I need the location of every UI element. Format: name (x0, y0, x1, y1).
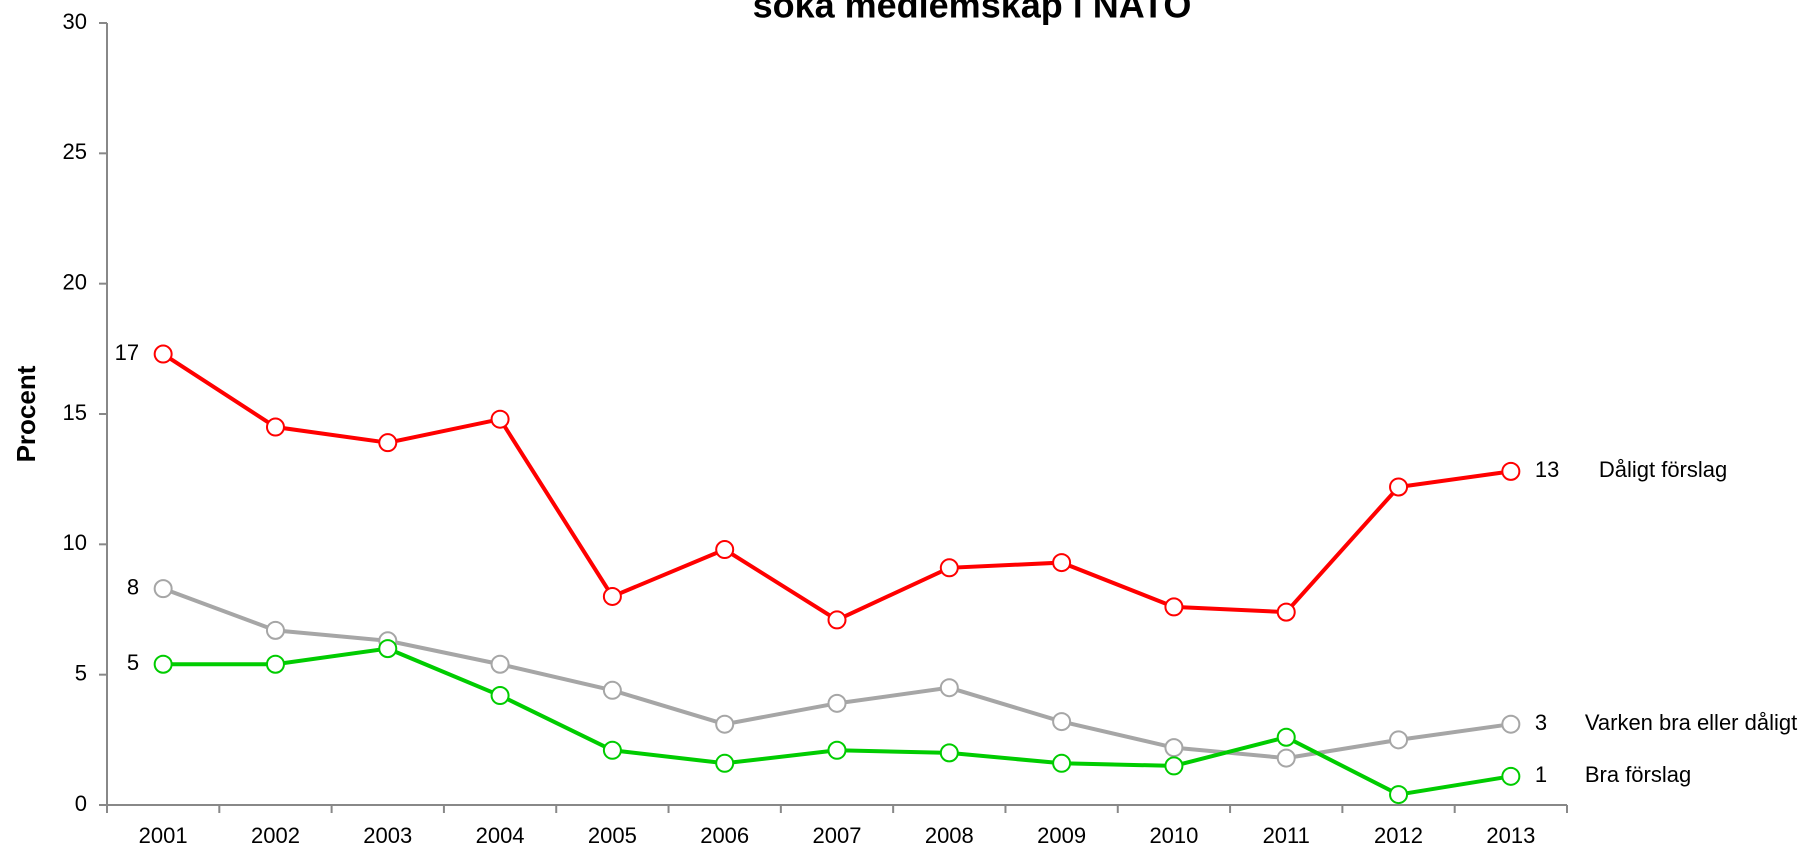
x-tick-label: 2012 (1374, 823, 1423, 848)
point (1501, 766, 1521, 786)
x-tick-label: 2006 (700, 823, 749, 848)
series-name: Bra förslag (1585, 762, 1691, 787)
x-tick-label: 2004 (476, 823, 525, 848)
x-tick-label: 2001 (139, 823, 188, 848)
point (153, 579, 173, 599)
point (1276, 727, 1296, 747)
data-label: 13 (1535, 457, 1559, 482)
point (378, 639, 398, 659)
point (153, 344, 173, 364)
point (378, 433, 398, 453)
x-tick-label: 2005 (588, 823, 637, 848)
data-label: 5 (127, 650, 139, 675)
point (1164, 597, 1184, 617)
y-tick-label: 10 (63, 530, 87, 555)
data-label: 17 (115, 340, 139, 365)
data-label: 3 (1535, 710, 1547, 735)
y-tick-label: 5 (75, 660, 87, 685)
chart-title: söka medlemskap i NATO (753, 0, 1192, 26)
point (715, 753, 735, 773)
y-tick-label: 0 (75, 791, 87, 816)
point (265, 654, 285, 674)
series-name: Varken bra eller dåligt (1585, 710, 1797, 735)
x-tick-label: 2009 (1037, 823, 1086, 848)
point (1389, 477, 1409, 497)
y-tick-label: 30 (63, 9, 87, 34)
point (1501, 714, 1521, 734)
point (602, 586, 622, 606)
data-label: 1 (1535, 762, 1547, 787)
point (490, 654, 510, 674)
point (265, 417, 285, 437)
point (602, 680, 622, 700)
x-tick-label: 2008 (925, 823, 974, 848)
y-tick-label: 15 (63, 400, 87, 425)
x-tick-label: 2013 (1486, 823, 1535, 848)
y-tick-label: 25 (63, 139, 87, 164)
point (1052, 753, 1072, 773)
data-label: 8 (127, 574, 139, 599)
point (490, 409, 510, 429)
point (1276, 748, 1296, 768)
point (153, 654, 173, 674)
point (1389, 730, 1409, 750)
point (1052, 712, 1072, 732)
y-tick-label: 20 (63, 269, 87, 294)
x-tick-label: 2007 (813, 823, 862, 848)
point (827, 693, 847, 713)
y-axis-label: Procent (11, 365, 41, 462)
series-line (163, 646, 1512, 797)
point (827, 610, 847, 630)
point (265, 620, 285, 640)
point (602, 740, 622, 760)
point (490, 686, 510, 706)
point (1501, 461, 1521, 481)
point (939, 558, 959, 578)
x-tick-label: 2003 (363, 823, 412, 848)
x-tick-label: 2011 (1263, 823, 1310, 848)
point (715, 714, 735, 734)
point (1164, 756, 1184, 776)
point (715, 540, 735, 560)
point (1164, 738, 1184, 758)
point (1052, 553, 1072, 573)
series-name: Dåligt förslag (1599, 457, 1727, 482)
series-line (162, 352, 1512, 623)
point (939, 743, 959, 763)
point (1389, 785, 1409, 805)
point (827, 740, 847, 760)
point (939, 678, 959, 698)
point (1276, 602, 1296, 622)
x-tick-label: 2002 (251, 823, 300, 848)
x-tick-label: 2010 (1149, 823, 1198, 848)
